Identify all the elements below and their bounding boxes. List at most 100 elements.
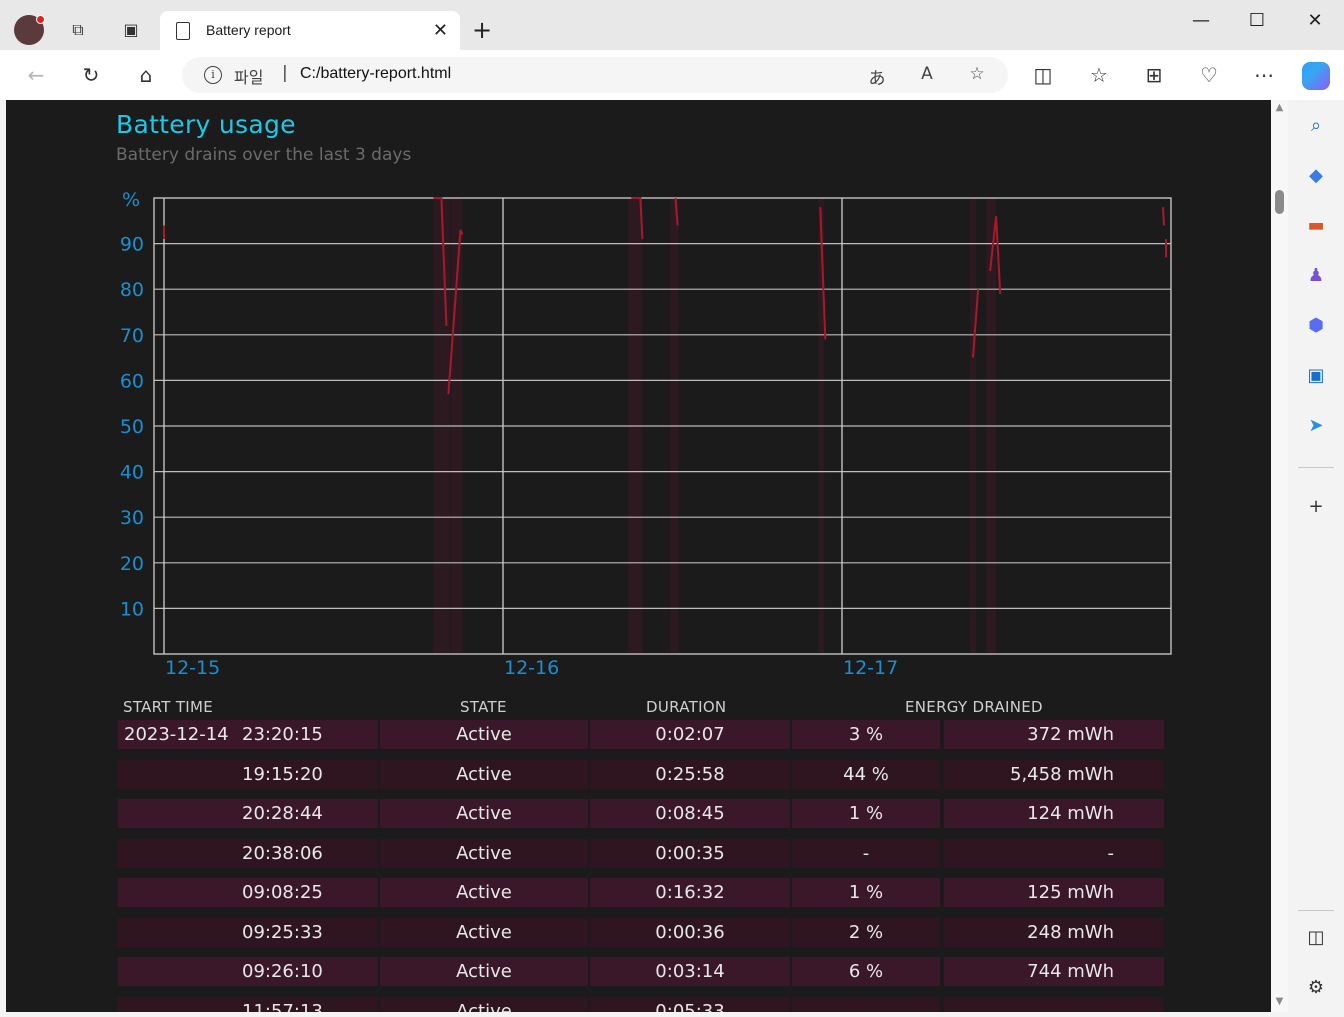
refresh-icon[interactable]: ↻: [82, 63, 100, 87]
battery-level-line: [972, 289, 980, 358]
workspaces-icon[interactable]: ⧉: [72, 20, 84, 39]
url-separator: |: [282, 63, 288, 83]
state-cell: Active: [380, 997, 588, 1012]
battery-level-line: [1162, 207, 1165, 226]
start-time: 09:26:10: [242, 961, 323, 982]
heart-pulse-icon[interactable]: ♡: [1200, 63, 1218, 87]
address-bar[interactable]: i 파일 | C:/battery-report.html あ A ☆: [182, 57, 1008, 93]
state-cell: Active: [380, 957, 588, 986]
percent-drained-cell: 3 %: [792, 720, 940, 749]
split-screen-icon[interactable]: ◫: [1033, 63, 1053, 87]
battery-level-line: [989, 216, 1002, 294]
percent-drained-cell: 2 %: [792, 918, 940, 947]
energy-drained-cell: -: [944, 839, 1164, 868]
energy-drained-cell: [944, 997, 1164, 1012]
favorites-icon[interactable]: ☆: [1090, 63, 1108, 87]
column-header-duration: DURATION: [646, 698, 727, 716]
y-tick-label: 60: [120, 370, 144, 392]
duration-cell: 0:05:33: [590, 997, 790, 1012]
battery-level-line: [631, 197, 644, 240]
percent-drained-cell: 6 %: [792, 957, 940, 986]
state-cell: Active: [380, 720, 588, 749]
tab-battery-report[interactable]: Battery report ✕: [160, 11, 460, 50]
start-time: 23:20:15: [242, 724, 323, 745]
url-text[interactable]: C:/battery-report.html: [300, 65, 452, 82]
info-icon[interactable]: i: [204, 66, 222, 84]
send-icon[interactable]: ➤: [1308, 415, 1324, 436]
duration-cell: 0:08:45: [590, 799, 790, 828]
percent-drained-cell: [792, 997, 940, 1012]
close-icon[interactable]: ✕: [432, 20, 448, 41]
state-cell: Active: [380, 918, 588, 947]
edge-sidebar: ⌕ ◆ ▬ ♟ ⬢ ▣ ➤ + ◫ ⚙: [1288, 100, 1344, 1017]
percent-drained-cell: 1 %: [792, 878, 940, 907]
outlook-icon[interactable]: ▣: [1307, 365, 1325, 386]
tools-icon[interactable]: ▬: [1307, 215, 1325, 236]
x-tick-label: 12-16: [504, 657, 559, 679]
star-icon[interactable]: ☆: [969, 64, 985, 84]
energy-drained-cell: 5,458 mWh: [944, 760, 1164, 789]
start-time: 19:15:20: [242, 764, 323, 785]
sidebar-divider: [1298, 910, 1334, 911]
url-scheme-label: 파일: [234, 68, 264, 87]
y-tick-label: 50: [120, 416, 144, 438]
maximize-icon[interactable]: ☐: [1248, 10, 1266, 31]
search-icon[interactable]: ⌕: [1310, 115, 1322, 136]
duration-cell: 0:16:32: [590, 878, 790, 907]
scroll-up-icon[interactable]: ▲: [1275, 102, 1284, 113]
home-icon[interactable]: ⌂: [139, 63, 153, 87]
translate-icon[interactable]: あ: [868, 69, 886, 89]
start-time-cell: 20:28:44: [118, 799, 378, 828]
page-title: Battery usage: [116, 110, 296, 139]
scrollbar-thumb[interactable]: [1275, 190, 1284, 214]
hide-sidebar-icon[interactable]: ◫: [1307, 927, 1325, 948]
tab-title: Battery report: [206, 22, 291, 38]
start-time-cell: 11:57:13: [118, 997, 378, 1012]
energy-drained-cell: 125 mWh: [944, 878, 1164, 907]
page-icon: [176, 22, 190, 40]
read-aloud-icon[interactable]: A: [921, 64, 933, 84]
collections-icon[interactable]: ⊞: [1145, 63, 1163, 87]
column-header-state: STATE: [460, 698, 507, 716]
page-subtitle: Battery drains over the last 3 days: [116, 145, 412, 165]
settings-icon[interactable]: ⚙: [1307, 977, 1325, 998]
minimize-icon[interactable]: —: [1192, 10, 1210, 31]
start-time: 09:08:25: [242, 882, 323, 903]
start-time-cell: 19:15:20: [118, 760, 378, 789]
percent-drained-cell: 1 %: [792, 799, 940, 828]
state-cell: Active: [380, 839, 588, 868]
battery-level-line: [447, 229, 464, 395]
games-icon[interactable]: ♟: [1307, 265, 1325, 286]
x-tick-label: 12-17: [843, 657, 898, 679]
y-tick-label: 30: [120, 507, 144, 529]
navigation-bar: ← ↻ ⌂ i 파일 | C:/battery-report.html あ A …: [0, 50, 1344, 100]
microsoft365-icon[interactable]: ⬢: [1308, 315, 1324, 336]
copilot-icon[interactable]: [1302, 62, 1330, 90]
shopping-tag-icon[interactable]: ◆: [1309, 165, 1323, 186]
duration-cell: 0:02:07: [590, 720, 790, 749]
vertical-tabs-icon[interactable]: ▣: [123, 20, 139, 39]
start-time: 20:38:06: [242, 843, 323, 864]
scroll-down-icon[interactable]: ▼: [1275, 996, 1284, 1007]
start-time-cell: 09:08:25: [118, 878, 378, 907]
duration-cell: 0:00:35: [590, 839, 790, 868]
plus-icon[interactable]: +: [471, 16, 493, 44]
x-tick-label: 12-15: [165, 657, 220, 679]
vertical-scrollbar[interactable]: ▲ ▼: [1271, 100, 1288, 1012]
window-close-icon[interactable]: ✕: [1307, 10, 1323, 31]
battery-level-line: [819, 207, 827, 340]
y-tick-label: 20: [120, 553, 144, 575]
battery-level-line: [674, 197, 679, 226]
back-arrow-icon[interactable]: ←: [27, 63, 45, 87]
page-content: Battery usage Battery drains over the la…: [6, 100, 1271, 1012]
state-cell: Active: [380, 878, 588, 907]
more-icon[interactable]: ⋯: [1254, 63, 1274, 87]
add-icon[interactable]: +: [1308, 496, 1324, 517]
column-header-start-time: START TIME: [123, 698, 214, 716]
start-time-cell: 09:26:10: [118, 957, 378, 986]
battery-usage-chart: 90 80 70 60 50 40 30 20 10% 12-15 12-16 12-17: [120, 190, 1172, 679]
start-date: 2023-12-14: [124, 724, 229, 745]
duration-cell: 0:03:14: [590, 957, 790, 986]
title-bar: ⧉ ▣ Battery report ✕ + — ☐ ✕: [0, 0, 1344, 50]
energy-drained-cell: 124 mWh: [944, 799, 1164, 828]
